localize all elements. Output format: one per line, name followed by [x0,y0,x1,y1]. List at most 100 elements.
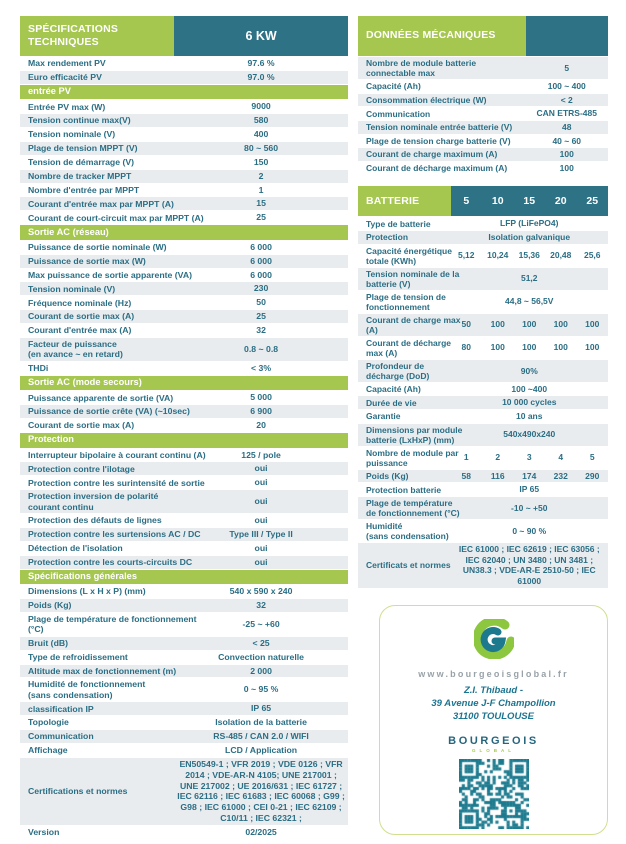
spec-row: Puissance de sortie nominale (W) 6 000 [20,240,348,255]
spec-row: Altitude max de fonctionnement (m) 2 000 [20,664,348,679]
mech-row-value: 100 ~ 400 [547,81,586,92]
mech-row-label: Tension nominale entrée batterie (V) [366,122,513,133]
spec-row: Protection contre les courts-circuits DC… [20,555,348,570]
spec-row-label: Euro efficacité PV [28,72,102,83]
battery-row-cell: 15,36 [518,250,540,261]
battery-row-cell: 4 [558,452,564,463]
spec-row: Affichage LCD / Application [20,743,348,758]
battery-row-cell: 100 [585,319,600,330]
battery-table-columns: 5 10 15 20 25 [450,186,608,217]
qr-code [458,759,529,830]
battery-row: Nombre de module par puissance 1 2 3 4 5 [358,446,608,470]
spec-row-label: Facteur de puissance (en avance ~ en ret… [28,338,123,360]
battery-row-value: Isolation galvanique [488,232,571,243]
battery-row-value: 10 ans [516,411,543,422]
battery-row-value: 44,8 ~ 56,5V [505,296,554,307]
spec-row-label: Certifications et normes [28,786,128,797]
spec-row: Protection contre l'ilotage oui [20,462,348,477]
spec-row-label: Interrupteur bipolaire à courant continu… [28,449,206,460]
spec-row-label: classification IP [28,703,94,714]
spec-row: Tension nominale (V) 400 [20,128,348,142]
battery-row-value: LFP (LiFePO4) [500,218,559,229]
spec-row-label: Puissance apparente de sortie (VA) [28,392,174,403]
spec-table-header: SPÉCIFICATIONS TECHNIQUES 6 KW [20,16,348,56]
battery-row: Type de batterie LFP (LiFePO4) [358,217,608,232]
mechanical-table-title: DONNÉES MÉCANIQUES [358,16,526,56]
mech-row-label: Courant de décharge maximum (A) [366,163,508,174]
spec-row-value: 2 [258,170,264,181]
battery-row-cell: 232 [553,470,568,481]
spec-row-label: Tension nominale (V) [28,283,116,294]
spec-row-label: Nombre de tracker MPPT [28,170,132,181]
spec-row: Dimensions (L x H x P) (mm) 540 x 590 x 2… [20,585,348,600]
spec-row-value: -25 ~ +60 [242,618,280,629]
spec-row-label: Poids (Kg) [28,600,72,611]
battery-row-label: Certificats et normes [366,560,451,571]
spec-row-value: 230 [253,283,269,294]
battery-row-cell: 1 [463,452,469,463]
spec-row-label: Altitude max de fonctionnement (m) [28,665,177,676]
spec-row-value: oui [254,463,268,474]
battery-row-cells: 50 100 100 100 100 [451,318,609,331]
battery-row-value: 100 ~400 [511,383,548,394]
battery-row-label: Tension nominale de la batterie (V) [366,268,460,289]
battery-row: Courant de décharge max (A) 80 100 100 100 10… [358,336,608,360]
battery-row-cell: 174 [522,470,537,481]
battery-row-label: Poids (Kg) [366,471,409,482]
battery-row-label: Profondeur de décharge (DoD) [366,360,430,381]
battery-row-label: Nombre de module par puissance [366,447,459,468]
spec-row: Communication RS-485 / CAN 2.0 / WIFI [20,730,348,744]
spec-row: Certifications et normes EN50549-1 ; VFR … [20,757,348,827]
battery-row-label: Capacité énergétique totale (KWh) [366,245,452,266]
spec-row-label: Topologie [28,717,69,728]
spec-row: classification IP IP 65 [20,702,348,717]
spec-row-value: 25 [256,311,266,322]
spec-row-label: Courant d'entrée max (A) [28,325,132,336]
mechanical-table-body: Nombre de module batterie connectable ma… [358,57,608,176]
battery-row-label: Humidité (sans condensation) [366,521,449,542]
battery-row-cell: 100 [522,319,537,330]
section-header: Sortie AC (réseau) [20,225,348,241]
spec-row-value: 2 000 [250,665,272,676]
spec-row: Plage de température de fonctionnement (… [20,612,348,637]
spec-row-label: Max rendement PV [28,58,106,69]
spec-row-label: Puissance de sortie crête (VA) (~10sec) [28,406,190,417]
battery-row-label: Capacité (Ah) [366,384,421,395]
spec-row-label: Protection contre l'ilotage [28,463,135,474]
mech-row-label: Consommation électrique (W) [366,94,487,105]
spec-row-value: 5 000 [250,392,272,403]
spec-row-label: Tension continue max(V) [28,115,131,126]
battery-row-label: Plage de température de fonctionnement (… [366,498,460,519]
spec-row-label: Courant d'entrée max par MPPT (A) [28,198,174,209]
battery-row-label: Dimensions par module batterie (LxHxP) (… [366,424,463,445]
battery-row: Dimensions par module batterie (LxHxP) (… [358,423,608,447]
spec-row-value: 0 ~ 95 % [243,684,279,695]
spec-row-value: oui [254,515,268,526]
battery-row-cell: 100 [585,342,600,353]
spec-row: Fréquence nominale (Hz) 50 [20,296,348,311]
section-header: entrée PV [20,84,348,101]
spec-row-label: Protection contre les surtensions AC / D… [28,529,201,540]
mech-row-label: Capacité (Ah) [366,81,421,92]
left-column: SPÉCIFICATIONS TECHNIQUES 6 KW Max rende… [20,16,348,840]
spec-row-label: Protection inversion de polarité courant… [28,491,159,512]
spec-row: Puissance de sortie max (W) 6 000 [20,254,348,269]
mech-row: Plage de tension charge batterie (V) 40 ~… [358,134,608,149]
spec-row-label: Protection des défauts de lignes [28,515,162,526]
spec-row-value: 97.0 % [247,71,275,82]
battery-row-cell: 10,24 [487,250,509,261]
battery-row-cell: 80 [461,342,471,353]
spec-row-value: oui [254,556,268,567]
spec-row-label: Affichage [28,745,68,756]
spec-row-value: 02/2025 [245,827,277,838]
battery-row-cell: 100 [490,342,505,353]
battery-table: BATTERIE 5 10 15 20 25 Type de batterie LFP (… [358,186,609,589]
company-card: www.bourgeoisglobal.fr Z.I. Thibaud - 39… [379,604,608,835]
address-line-1: Z.I. Thibaud - [463,684,524,696]
battery-row-value: IEC 61000 ; IEC 62619 ; IEC 63056 ; IEC … [458,544,600,586]
spec-row-label: Plage de tension MPPT (V) [28,143,138,154]
spec-row: Protection contre les surintensité de so… [20,476,348,491]
spec-row: Courant de sortie max (A) 25 [20,310,348,325]
spec-row-value: 125 / pole [241,449,281,460]
